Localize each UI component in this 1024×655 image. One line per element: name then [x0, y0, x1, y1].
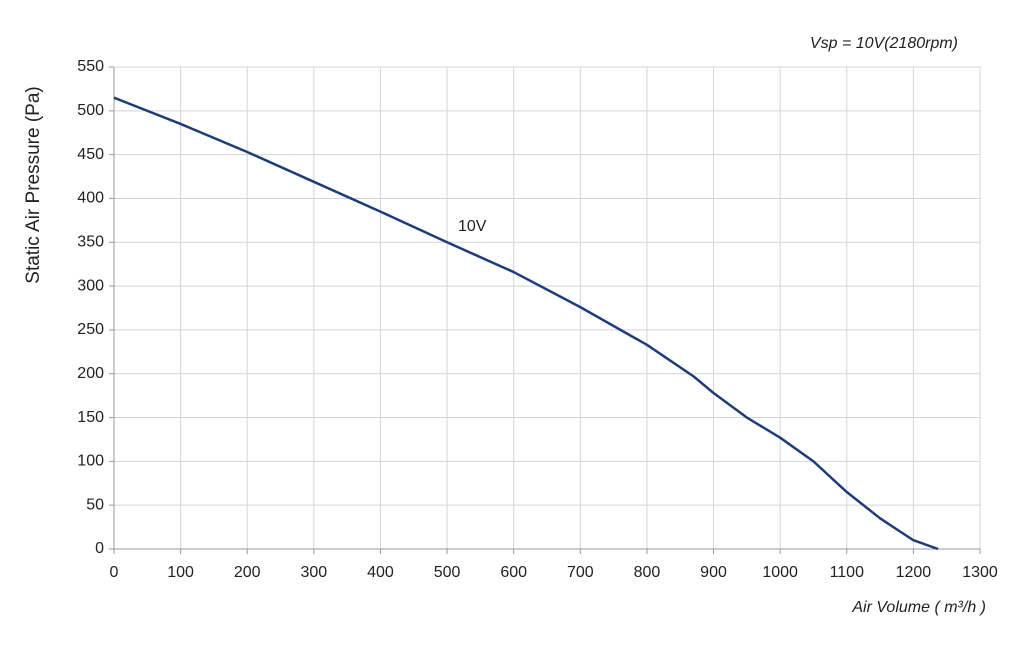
y-tick-label: 0 — [95, 540, 104, 557]
x-axis-label: Air Volume ( m³/h ) — [851, 599, 986, 616]
x-tick-label: 700 — [567, 564, 594, 581]
y-tick-label: 300 — [77, 277, 104, 294]
y-tick-label: 250 — [77, 321, 104, 338]
x-tick-label: 300 — [300, 564, 327, 581]
y-tick-label: 550 — [77, 58, 104, 75]
series-label: 10V — [458, 218, 487, 235]
x-tick-label: 500 — [434, 564, 461, 581]
x-tick-label: 1200 — [896, 564, 932, 581]
x-tick-label: 1100 — [830, 564, 865, 581]
x-tick-label: 100 — [167, 564, 194, 581]
x-tick-label: 400 — [367, 564, 394, 581]
x-tick-label: 1300 — [962, 564, 998, 581]
y-tick-label: 200 — [77, 365, 104, 382]
y-tick-label: 400 — [77, 190, 104, 207]
x-tick-label: 600 — [500, 564, 527, 581]
x-tick-label: 800 — [634, 564, 661, 581]
y-tick-label: 100 — [77, 453, 104, 470]
x-tick-label: 900 — [700, 564, 727, 581]
y-tick-label: 450 — [77, 146, 104, 163]
y-tick-label: 500 — [77, 102, 104, 119]
x-tick-label: 1000 — [762, 564, 798, 581]
y-tick-label: 350 — [77, 233, 104, 250]
y-tick-label: 150 — [77, 409, 104, 426]
y-tick-label: 50 — [86, 496, 104, 513]
y-axis-label: Static Air Pressure (Pa) — [23, 86, 44, 283]
x-tick-label: 200 — [234, 564, 261, 581]
chart-title: Vsp = 10V(2180rpm) — [810, 35, 958, 52]
x-tick-label: 0 — [110, 564, 119, 581]
data-line — [113, 96, 939, 551]
